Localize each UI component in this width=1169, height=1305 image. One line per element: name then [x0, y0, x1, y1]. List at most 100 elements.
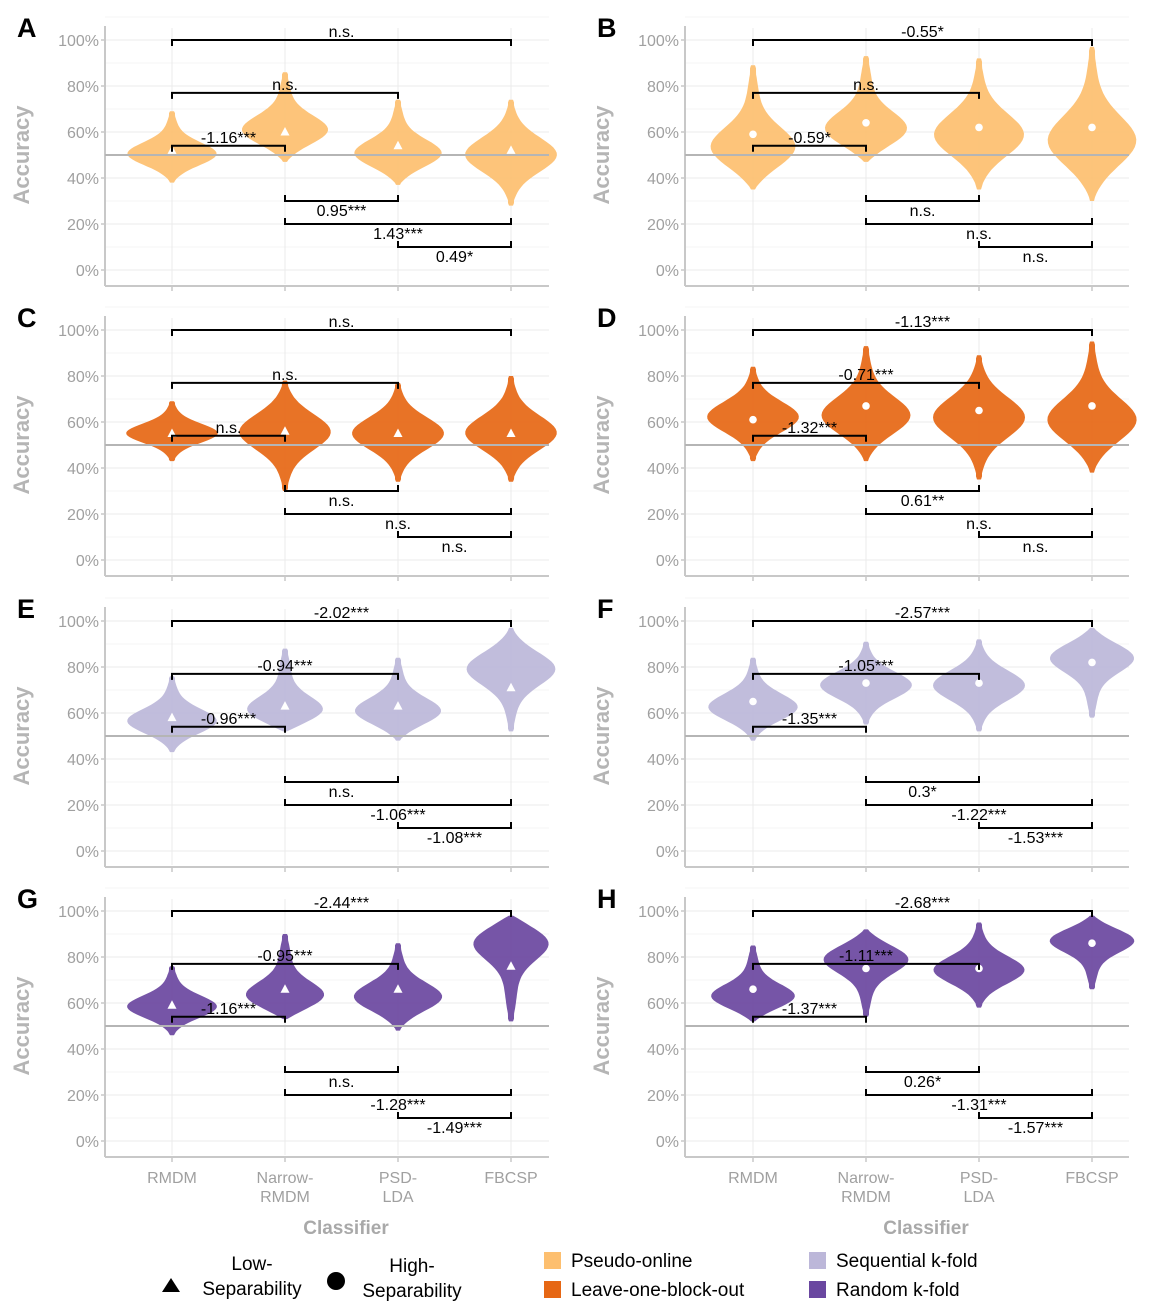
comparison-bracket — [284, 1066, 399, 1073]
y-tick-label: 60% — [67, 125, 99, 142]
panel-b: 0% 20% 40% 60% 80% 100% Accuracy B -0.55* n.s. -0.… — [589, 13, 1137, 291]
significance-label: -1.11*** — [839, 948, 893, 965]
x-axis-title: Classifier — [883, 1218, 969, 1239]
legend-swatch-random-k-fold — [809, 1281, 826, 1298]
y-tick-label: 60% — [67, 415, 99, 432]
comparison-bracket — [865, 776, 980, 783]
y-tick-label: 60% — [67, 996, 99, 1013]
y-axis-title: Accuracy — [589, 395, 614, 495]
y-tick-label: 60% — [647, 415, 679, 432]
y-axis-title: Accuracy — [589, 976, 614, 1076]
comparison-bracket — [865, 195, 980, 202]
comparison-bracket — [284, 218, 512, 225]
y-tick-label: 20% — [647, 1088, 679, 1105]
x-tick-label: PSD-LDA — [960, 1170, 998, 1206]
y-axis-title: Accuracy — [9, 395, 34, 495]
comparison-bracket — [865, 1066, 980, 1073]
y-tick-label: 80% — [647, 950, 679, 967]
significance-label: -0.96*** — [201, 711, 256, 728]
panel-d: 0% 20% 40% 60% 80% 100% Accuracy D -1.13*** -0.71… — [589, 303, 1137, 581]
median-circle-marker — [1088, 402, 1096, 410]
y-tick-label: 60% — [647, 706, 679, 723]
violin-psd-lda — [355, 657, 441, 741]
y-tick-label: 80% — [67, 79, 99, 96]
significance-label: -2.02*** — [314, 605, 369, 622]
y-tick-label: 60% — [67, 706, 99, 723]
legend-scheme-label: Leave-one-block-out — [571, 1280, 745, 1301]
significance-label: -1.22*** — [951, 807, 1006, 824]
comparison-bracket — [284, 799, 512, 806]
median-circle-marker — [862, 402, 870, 410]
comparison-bracket — [752, 620, 1093, 627]
x-tick-label: PSD-LDA — [379, 1170, 417, 1206]
y-tick-label: 40% — [647, 171, 679, 188]
comparison-bracket — [171, 962, 399, 970]
comparison-bracket — [171, 725, 286, 733]
violin-rmdm — [710, 65, 796, 190]
median-circle-marker — [975, 679, 983, 687]
comparison-bracket — [978, 822, 1093, 829]
legend-swatch-sequential-k-fold — [809, 1252, 826, 1269]
panel-letter: C — [17, 303, 37, 333]
comparison-bracket — [752, 725, 867, 733]
comparison-bracket — [284, 485, 399, 492]
panel-letter: F — [597, 594, 614, 624]
comparison-bracket — [171, 91, 399, 99]
y-tick-label: 100% — [638, 323, 679, 340]
median-triangle-marker — [280, 426, 290, 435]
comparison-bracket — [865, 508, 1093, 515]
significance-label: n.s. — [272, 77, 298, 94]
panel-letter: H — [597, 884, 617, 914]
median-circle-marker — [1088, 123, 1096, 132]
y-tick-label: 20% — [67, 217, 99, 234]
violin-narrow-rmdm — [247, 648, 323, 732]
significance-label: 0.26* — [904, 1074, 941, 1091]
significance-label: n.s. — [216, 420, 242, 437]
significance-label: -1.05*** — [838, 658, 893, 675]
y-tick-label: 80% — [67, 950, 99, 967]
y-tick-label: 100% — [58, 904, 99, 921]
y-tick-label: 0% — [76, 844, 99, 861]
median-triangle-marker — [506, 428, 516, 437]
significance-label: n.s. — [272, 367, 298, 384]
comparison-bracket — [171, 672, 399, 680]
violin-narrow-rmdm — [246, 934, 324, 1020]
panel-h: 0% 20% 40% 60% 80% 100% Accuracy H -2.68*** -1.11… — [589, 884, 1135, 1162]
median-triangle-marker — [393, 701, 403, 710]
comparison-bracket — [397, 531, 512, 538]
median-circle-marker — [749, 985, 757, 993]
x-tick-label: Narrow-RMDM — [838, 1170, 895, 1206]
violin-rmdm — [707, 366, 799, 462]
comparison-bracket — [752, 144, 867, 152]
y-tick-label: 40% — [67, 752, 99, 769]
median-triangle-marker — [506, 961, 516, 970]
median-triangle-marker — [506, 682, 516, 692]
median-triangle-marker — [167, 1000, 177, 1009]
legend-scheme-label: Sequential k-fold — [836, 1251, 978, 1272]
significance-label: -0.94*** — [257, 658, 312, 675]
y-tick-label: 0% — [76, 553, 99, 570]
y-tick-label: 60% — [647, 996, 679, 1013]
comparison-bracket — [171, 910, 512, 917]
median-triangle-marker — [280, 127, 290, 136]
median-circle-marker — [862, 119, 870, 127]
violin-narrow-rmdm — [823, 929, 909, 1017]
comparison-bracket — [752, 1015, 867, 1023]
significance-label: n.s. — [966, 226, 992, 243]
y-tick-label: 40% — [67, 461, 99, 478]
violin-narrow-rmdm — [242, 72, 328, 162]
significance-label: -0.71*** — [838, 367, 893, 384]
panel-letter: E — [17, 594, 35, 624]
y-tick-label: 20% — [67, 798, 99, 815]
y-tick-label: 100% — [58, 614, 99, 631]
comparison-bracket — [171, 329, 512, 336]
median-triangle-marker — [167, 712, 177, 722]
significance-label: -2.57*** — [895, 605, 950, 622]
comparison-bracket — [752, 672, 980, 680]
significance-label: n.s. — [329, 1074, 355, 1091]
significance-label: 0.3* — [908, 784, 936, 801]
comparison-bracket — [752, 381, 980, 389]
significance-label: 0.61** — [901, 493, 945, 510]
median-circle-marker — [975, 123, 983, 132]
significance-label: 1.43*** — [373, 226, 423, 243]
